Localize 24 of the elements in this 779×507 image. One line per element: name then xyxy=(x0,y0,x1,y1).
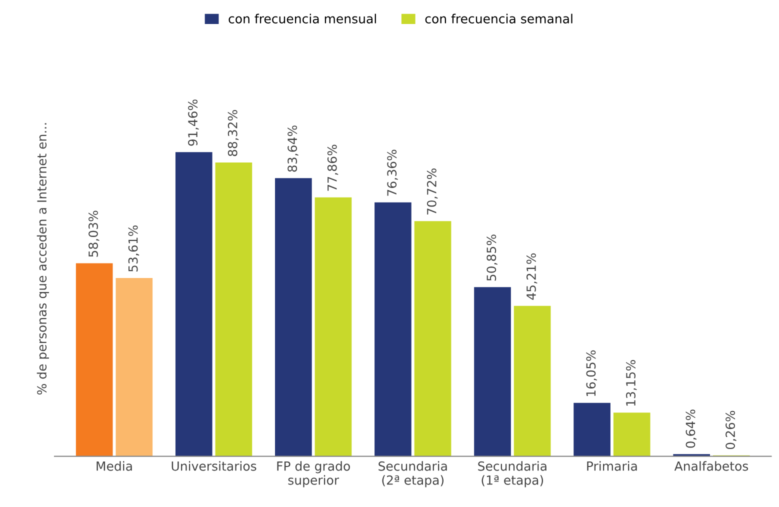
legend-label: con frecuencia mensual xyxy=(228,14,376,24)
data-label: 91,46% xyxy=(188,100,199,146)
data-label: 88,32% xyxy=(228,110,239,156)
data-label: 58,03% xyxy=(88,210,100,257)
data-label: 45,21% xyxy=(526,253,538,300)
data-label: 83,64% xyxy=(288,126,298,172)
data-label: 50,85% xyxy=(486,234,498,281)
x-tick-label: Secundaria (1ª etapa) xyxy=(478,461,546,488)
data-label: 0,26% xyxy=(726,410,736,450)
x-tick-label: Universitarios xyxy=(172,461,256,471)
y-axis-title: % de personas que acceden a Internet en... xyxy=(36,123,49,395)
x-tick-label: Secundaria (2ª etapa) xyxy=(378,461,447,488)
x-tick-label: Primaria xyxy=(587,461,637,471)
data-label: 0,64% xyxy=(686,410,696,448)
data-label: 16,05% xyxy=(586,350,597,396)
legend-label: con frecuencia semanal xyxy=(425,14,572,24)
data-label: 70,72% xyxy=(426,168,438,214)
x-tick-label: FP de grado superior xyxy=(277,461,350,488)
data-label: 77,86% xyxy=(327,144,338,191)
x-tick-label: Analfabetos xyxy=(674,461,748,471)
data-label: 76,36% xyxy=(387,150,398,196)
x-tick-label: Media xyxy=(96,461,132,471)
data-label: 53,61% xyxy=(128,225,140,272)
data-label: 13,15% xyxy=(626,360,637,406)
